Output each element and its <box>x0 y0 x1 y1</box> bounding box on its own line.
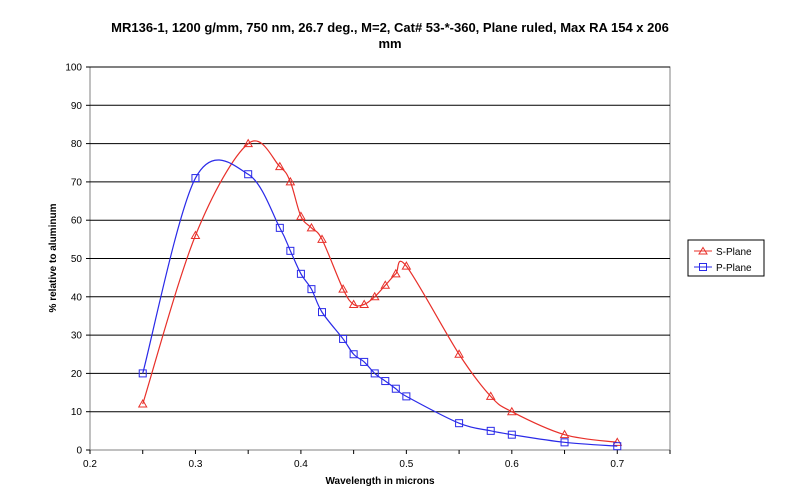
data-point-s-plane <box>454 349 464 358</box>
data-point-s-plane <box>285 176 296 186</box>
data-point-p-plane <box>244 170 253 179</box>
y-tick-label: 30 <box>71 331 83 342</box>
series-line-p-plane <box>142 159 618 447</box>
data-point-p-plane <box>402 392 411 401</box>
data-point-p-plane <box>191 174 200 183</box>
data-point-s-plane <box>359 299 370 308</box>
data-point-p-plane <box>391 384 400 393</box>
data-point-p-plane <box>455 419 464 428</box>
data-point-s-plane <box>506 406 517 416</box>
data-point-p-plane <box>613 442 622 451</box>
chart-title-line-1: MR136-1, 1200 g/mm, 750 nm, 26.7 deg., M… <box>111 20 669 35</box>
data-point-s-plane <box>485 391 496 400</box>
y-axis: 0 10 20 30 40 50 60 70 80 90 100 <box>65 63 90 457</box>
y-tick-label: 100 <box>65 63 82 74</box>
data-point-s-plane <box>317 234 327 243</box>
x-tick-label: 0.6 <box>505 459 519 470</box>
data-point-s-plane <box>369 291 380 301</box>
data-point-s-plane <box>137 399 148 408</box>
data-point-p-plane <box>138 369 147 378</box>
data-point-s-plane <box>190 230 201 240</box>
data-point-p-plane <box>275 223 284 232</box>
series-p-plane <box>138 159 622 451</box>
x-tick-label: 0.3 <box>189 459 203 470</box>
data-point-s-plane <box>401 261 412 270</box>
data-point-s-plane <box>348 299 359 308</box>
y-tick-label: 10 <box>71 407 83 418</box>
x-tick-label: 0.5 <box>399 459 413 470</box>
data-point-p-plane <box>307 285 316 294</box>
x-axis-title: Wavelength in microns <box>325 476 435 487</box>
data-point-s-plane <box>306 222 317 232</box>
data-point-p-plane <box>349 350 358 359</box>
series-line-s-plane <box>142 140 618 443</box>
data-point-p-plane <box>560 438 569 447</box>
x-tick-label: 0.4 <box>294 459 308 470</box>
y-axis-title: % relative to aluminum <box>48 203 59 312</box>
y-tick-label: 20 <box>71 369 83 380</box>
y-tick-label: 0 <box>76 446 82 457</box>
legend-p-plane-marker <box>699 263 707 271</box>
y-tick-label: 70 <box>71 177 83 188</box>
data-point-s-plane <box>559 429 570 439</box>
data-point-p-plane <box>339 334 348 343</box>
series-s-plane <box>137 138 623 446</box>
y-tick-label: 60 <box>71 216 83 227</box>
legend: S-Plane P-Plane <box>687 239 765 277</box>
data-point-s-plane <box>296 211 306 220</box>
series-layer <box>137 138 623 451</box>
data-point-p-plane <box>370 369 379 378</box>
x-tick-label: 0.2 <box>83 459 97 470</box>
data-point-p-plane <box>360 357 369 366</box>
data-point-s-plane <box>390 268 401 278</box>
y-tick-label: 40 <box>71 292 83 303</box>
data-point-s-plane <box>274 161 285 171</box>
gridlines <box>90 66 670 413</box>
data-point-p-plane <box>296 269 305 278</box>
x-tick-label: 0.7 <box>610 459 624 470</box>
data-point-p-plane <box>286 246 295 255</box>
data-point-s-plane <box>612 437 623 446</box>
x-axis: 0.2 0.3 0.4 0.5 0.6 0.7 <box>83 450 671 470</box>
y-tick-label: 90 <box>71 101 83 112</box>
data-point-p-plane <box>381 377 390 386</box>
y-tick-label: 50 <box>71 254 83 265</box>
legend-s-plane-marker <box>698 246 708 255</box>
legend-s-plane-label: S-Plane <box>716 247 752 258</box>
chart-title-line-2: mm <box>378 36 401 51</box>
data-point-s-plane <box>243 138 254 148</box>
data-point-p-plane <box>318 308 326 317</box>
y-tick-label: 80 <box>71 139 83 150</box>
legend-p-plane-label: P-Plane <box>716 263 752 274</box>
data-point-p-plane <box>507 430 516 439</box>
data-point-s-plane <box>380 280 391 289</box>
data-point-p-plane <box>486 426 495 435</box>
data-point-s-plane <box>338 284 348 293</box>
